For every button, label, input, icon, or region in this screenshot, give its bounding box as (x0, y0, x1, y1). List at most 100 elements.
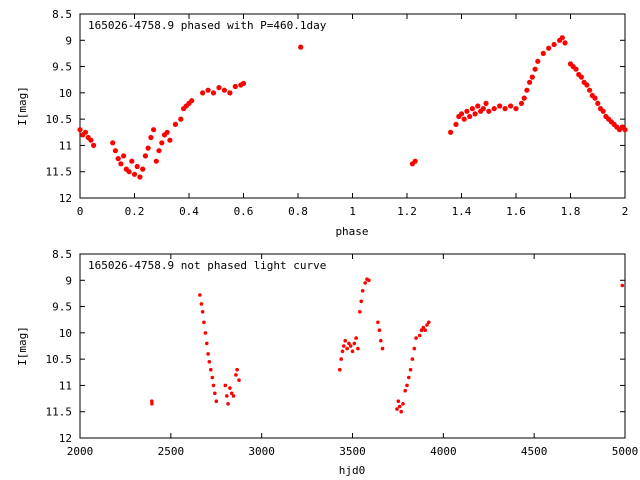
data-point (189, 98, 195, 104)
y-tick-label: 8.5 (52, 248, 72, 261)
chart-1-data-points (77, 35, 628, 180)
data-point (129, 158, 135, 164)
data-point (164, 129, 170, 135)
data-point (376, 320, 380, 325)
data-point (469, 106, 475, 112)
data-point (198, 293, 202, 297)
x-tick-label: 1.2 (397, 205, 417, 218)
data-point (396, 399, 401, 404)
data-point (145, 145, 151, 151)
data-point (529, 74, 535, 80)
data-point (521, 95, 527, 101)
y-tick-label: 8.5 (52, 8, 72, 21)
chart-1-y-axis-label: I[mag] (16, 86, 29, 126)
data-point (417, 333, 422, 338)
data-point (380, 346, 385, 351)
data-point (137, 174, 143, 180)
y-tick-label: 11 (59, 139, 72, 152)
data-point (82, 129, 89, 135)
data-point (412, 346, 417, 351)
data-point (214, 399, 219, 404)
data-point (352, 341, 357, 346)
y-tick-label: 10 (59, 327, 72, 340)
data-point (408, 367, 413, 372)
chart-2-y-axis-label: I[mag] (16, 326, 29, 366)
data-point (518, 100, 525, 106)
y-tick-label: 9.5 (52, 61, 72, 74)
data-point (172, 121, 178, 127)
x-tick-label: 1.6 (506, 205, 526, 218)
data-point (148, 134, 154, 141)
data-point (240, 80, 247, 86)
data-point (210, 90, 217, 96)
data-point (458, 111, 465, 117)
chart-1-plot-frame (79, 13, 626, 199)
data-point (347, 341, 351, 346)
data-point (395, 407, 399, 411)
chart-2-y-ticks: 8.5 9 9.5 10 10.5 11 11.5 12 (46, 248, 625, 445)
y-tick-label: 9.5 (52, 301, 72, 314)
data-point (200, 90, 206, 96)
data-point (235, 367, 239, 372)
data-point (412, 158, 418, 164)
data-point (480, 106, 486, 112)
x-tick-label: 2 (622, 205, 629, 218)
data-point (584, 82, 590, 88)
data-point (532, 66, 538, 72)
y-tick-label: 10.5 (46, 353, 73, 366)
data-point (112, 148, 118, 154)
data-point (360, 289, 365, 293)
data-point (467, 113, 473, 120)
y-tick-label: 10.5 (46, 113, 73, 126)
data-point (211, 383, 216, 388)
data-point (205, 341, 209, 346)
data-point (483, 100, 489, 106)
x-tick-label: 4000 (430, 445, 457, 458)
y-tick-label: 12 (59, 432, 72, 445)
data-point (600, 108, 606, 114)
data-point (225, 394, 229, 398)
data-point (209, 367, 213, 372)
x-tick-label: 2000 (67, 445, 94, 458)
data-point (573, 66, 579, 72)
data-point (405, 383, 409, 388)
data-point (419, 328, 424, 333)
data-point (410, 357, 415, 361)
data-point (401, 402, 405, 406)
data-point (345, 346, 349, 351)
data-point (427, 320, 431, 325)
data-point (595, 100, 601, 106)
y-tick-label: 9 (65, 274, 72, 287)
x-tick-label: 0 (77, 205, 84, 218)
x-tick-label: 0.4 (179, 205, 199, 218)
data-point (167, 137, 173, 143)
data-point (497, 103, 503, 109)
data-point (134, 163, 140, 170)
data-point (358, 310, 362, 314)
data-point (421, 325, 426, 330)
data-point (535, 58, 541, 64)
data-point (587, 87, 593, 93)
data-point (414, 336, 418, 340)
x-tick-label: 4500 (521, 445, 548, 458)
data-point (203, 331, 208, 335)
data-point (115, 156, 121, 162)
data-point (88, 137, 94, 143)
chart-2-x-axis-label: hjd0 (339, 464, 366, 477)
x-tick-label: 0.8 (288, 205, 308, 218)
data-point (140, 166, 146, 172)
data-point (551, 41, 557, 48)
data-point (228, 386, 232, 390)
data-point (491, 106, 497, 112)
data-point (150, 402, 154, 406)
data-point (199, 302, 204, 306)
data-point (356, 346, 360, 351)
data-point (397, 404, 402, 409)
data-point (206, 352, 210, 356)
y-tick-label: 11 (59, 379, 72, 392)
y-tick-label: 9 (65, 34, 72, 47)
data-point (339, 357, 344, 361)
chart-1-title: 165026-4758.9 phased with P=460.1day (88, 19, 327, 32)
data-point (200, 310, 205, 314)
